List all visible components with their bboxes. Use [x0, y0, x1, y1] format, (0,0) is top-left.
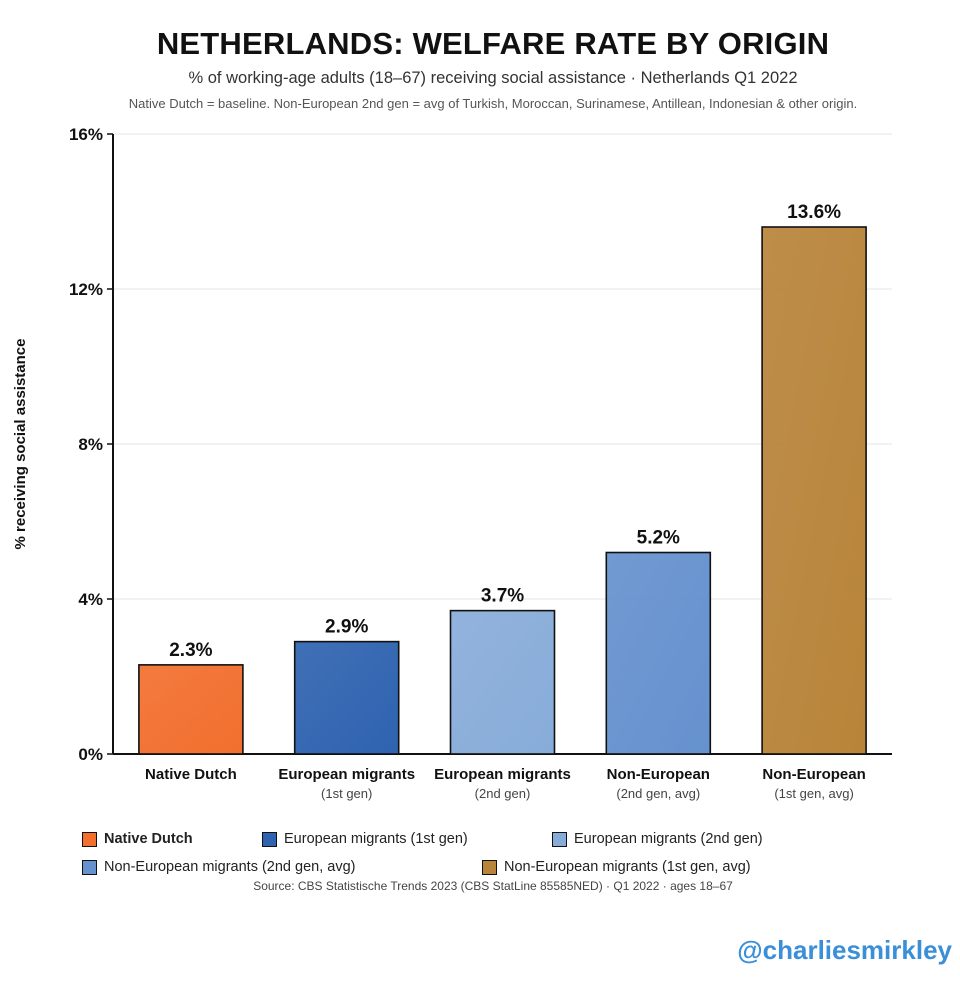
bar-value-label: 5.2% [637, 528, 680, 549]
y-tick-label: 12% [69, 280, 103, 299]
y-tick-label: 4% [78, 590, 103, 609]
chart-note: Native Dutch = baseline. Non-European 2n… [128, 96, 858, 111]
bar [605, 551, 712, 755]
legend-swatch [482, 859, 497, 875]
legend-item-non-european-1st: Non-European migrants (1st gen, avg) [482, 859, 751, 875]
bar-chart: 0% 4% 8% 12% 16% % receiving social assistanc… [12, 125, 892, 801]
x-tick-sublabel: (1st gen, avg) [774, 786, 854, 801]
author-handle: @charliesmirkley [737, 935, 952, 965]
legend-item-non-european-2nd: Non-European migrants (2nd gen, avg) [82, 859, 355, 875]
bar-value-label: 3.7% [481, 586, 524, 607]
y-tick-label: 8% [78, 435, 103, 454]
legend-swatch [262, 831, 277, 847]
bar-value-label: 2.9% [325, 617, 368, 638]
legend-label: Non-European migrants (2nd gen, avg) [104, 859, 356, 875]
legend-label: Non-European migrants (1st gen, avg) [504, 859, 751, 875]
x-tick-label: European migrants [278, 766, 415, 783]
bar [138, 664, 244, 755]
legend-item-native-dutch: Native Dutch [82, 831, 193, 847]
x-tick-sublabel: (2nd gen, avg) [616, 786, 700, 801]
legend-item-european-2nd: European migrants (2nd gen) [552, 831, 763, 847]
chart-subtitle: % of working-age adults (18–67) receivin… [188, 69, 798, 87]
bar-value-label: 13.6% [787, 202, 841, 223]
legend-swatch [552, 831, 567, 847]
bar [761, 226, 867, 755]
legend-label: European migrants (1st gen) [284, 831, 468, 847]
x-tick-sublabel: (1st gen) [321, 786, 372, 801]
bar [293, 640, 400, 755]
y-tick-label: 16% [69, 125, 103, 144]
legend-label: Native Dutch [104, 831, 193, 847]
legend-swatch [82, 831, 97, 847]
x-tick-label: European migrants [434, 766, 571, 783]
source-note: Source: CBS Statistische Trends 2023 (CB… [253, 879, 733, 893]
x-tick-sublabel: (2nd gen) [475, 786, 531, 801]
bar-value-label: 2.3% [169, 640, 212, 661]
x-tick-label: Non-European [762, 766, 865, 783]
chart-title: NETHERLANDS: WELFARE RATE BY ORIGIN [156, 26, 830, 61]
bar [449, 609, 556, 755]
y-tick-label: 0% [78, 745, 103, 764]
legend-swatch [82, 859, 97, 875]
y-axis-label: % receiving social assistance [12, 339, 29, 550]
legend-label: European migrants (2nd gen) [574, 831, 763, 847]
x-tick-label: Native Dutch [145, 766, 237, 783]
x-tick-label: Non-European [607, 766, 710, 783]
legend-item-european-1st: European migrants (1st gen) [262, 831, 468, 847]
